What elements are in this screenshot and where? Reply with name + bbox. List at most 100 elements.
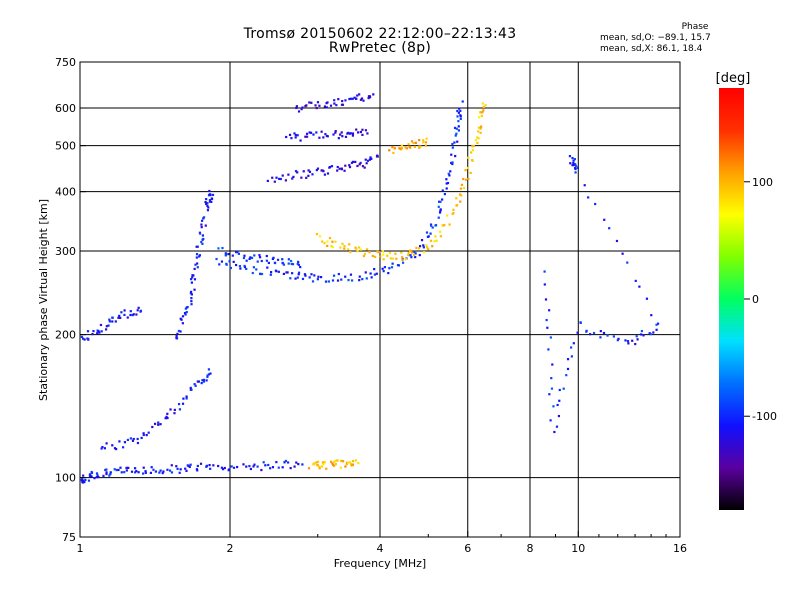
data-point (477, 137, 480, 140)
data-point (347, 248, 350, 251)
data-point (194, 263, 197, 266)
data-point (333, 99, 336, 102)
data-point (302, 170, 305, 173)
data-point (316, 167, 320, 170)
data-point (227, 253, 230, 256)
grid-lines (80, 62, 680, 537)
data-point (453, 141, 456, 144)
data-point (459, 115, 462, 118)
data-point (343, 247, 346, 250)
data-point (319, 275, 323, 279)
phase-legend-title: Phase (681, 22, 709, 32)
data-point (206, 375, 209, 378)
data-point (358, 93, 361, 96)
data-point (150, 466, 153, 469)
data-point (656, 322, 660, 325)
data-point (370, 157, 373, 160)
data-point (301, 277, 305, 281)
data-point (83, 480, 86, 484)
data-point (90, 470, 93, 474)
data-point (316, 464, 319, 467)
data-point (262, 461, 265, 464)
data-point (330, 165, 334, 168)
data-point (194, 384, 197, 387)
data-point (350, 279, 354, 282)
data-point (367, 97, 370, 100)
data-point (315, 106, 318, 110)
x-tick-label: 2 (227, 542, 234, 555)
data-point (238, 265, 242, 268)
phase-legend: Phase mean, sd,O: −89.1, 15.7 mean, sd,X… (600, 22, 780, 55)
data-point (204, 224, 207, 227)
data-point (391, 145, 394, 149)
data-point (295, 105, 298, 108)
data-point (275, 461, 278, 464)
data-point (361, 128, 364, 131)
y-tick-label: 500 (55, 140, 76, 153)
data-point (120, 311, 123, 314)
data-point (84, 478, 87, 482)
data-point (434, 235, 437, 238)
data-point (325, 467, 328, 470)
y-tick-label: 100 (55, 472, 76, 485)
data-point (117, 468, 120, 472)
data-point (91, 332, 94, 336)
data-point (206, 209, 210, 212)
data-point (401, 258, 404, 261)
data-point (634, 342, 637, 346)
data-point (347, 461, 350, 464)
data-point (196, 469, 199, 472)
data-point (471, 159, 474, 162)
x-tick-label: 10 (571, 542, 585, 555)
data-point (80, 335, 83, 339)
data-point (266, 179, 269, 183)
data-point (431, 245, 434, 248)
data-point (96, 329, 99, 332)
data-point (438, 200, 441, 203)
data-point (318, 235, 322, 238)
data-point (193, 383, 196, 386)
data-point (276, 258, 280, 261)
data-point (145, 433, 148, 437)
data-point (349, 273, 353, 276)
data-point (184, 313, 187, 316)
data-point (550, 387, 554, 390)
data-point (297, 260, 300, 263)
data-point (410, 256, 413, 259)
data-point (127, 466, 130, 469)
data-point (311, 173, 314, 176)
data-point (348, 97, 351, 101)
data-point (166, 412, 169, 415)
data-point (232, 260, 235, 263)
data-point (253, 254, 256, 257)
data-point (122, 446, 125, 449)
data-point (287, 258, 290, 261)
data-point (603, 218, 606, 221)
data-point (407, 253, 410, 256)
data-point (328, 236, 332, 240)
data-point (359, 98, 363, 101)
data-point (144, 470, 147, 473)
data-point (103, 447, 106, 450)
data-point (615, 239, 619, 243)
data-point (190, 300, 193, 303)
data-point (307, 467, 311, 470)
data-point (320, 465, 324, 468)
data-point (435, 239, 438, 242)
data-point (568, 155, 572, 158)
data-point (123, 441, 127, 444)
data-point (323, 173, 326, 176)
data-point (426, 246, 429, 249)
data-point (575, 165, 578, 168)
data-point (336, 279, 340, 282)
data-point (305, 176, 308, 179)
data-point (341, 135, 344, 138)
data-point (451, 212, 454, 216)
data-point (415, 246, 418, 250)
data-point (608, 227, 611, 230)
data-point (217, 464, 220, 468)
data-point (418, 138, 421, 142)
data-point (293, 132, 296, 135)
data-point (113, 447, 117, 450)
data-point (336, 459, 339, 462)
